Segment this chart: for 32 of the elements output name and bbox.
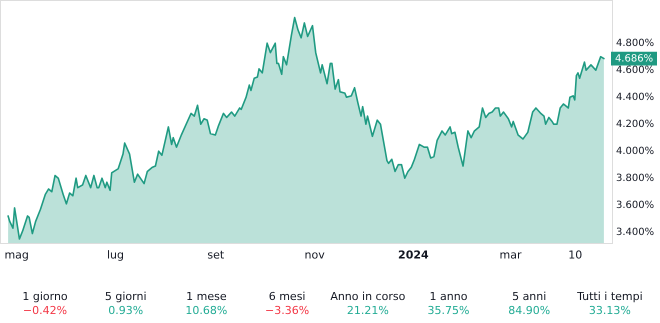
x-tick-label: 2024 [398, 248, 430, 262]
text: −0.42% [22, 304, 68, 317]
x-tick-label: mar [500, 248, 522, 262]
text: 84.90% [508, 304, 550, 317]
text: 5 anni [512, 290, 546, 303]
text: 1 mese [186, 290, 227, 303]
x-tick-label: set [207, 248, 225, 262]
text: 6 mesi [268, 290, 306, 303]
y-tick-label: 4.000% [616, 146, 654, 158]
text: 1 giorno [22, 290, 68, 303]
annotation: 4.686% [614, 54, 654, 65]
y-tick-label: 3.600% [616, 200, 654, 212]
x-tick-label: lug [106, 248, 124, 262]
text: Anno in corso [330, 290, 406, 303]
y-tick-label: 4.200% [616, 119, 654, 130]
text: 0.93% [108, 304, 144, 317]
y-tick-label: 4.400% [616, 92, 654, 104]
y-tick-label: 3.800% [616, 173, 654, 184]
y-tick-label: 3.400% [616, 227, 654, 238]
y-tick-label: 4.600% [616, 65, 654, 76]
text: 35.75% [428, 304, 470, 317]
text: 33.13% [588, 304, 631, 317]
text: 10.68% [185, 304, 228, 317]
text: 5 giorni [104, 290, 147, 303]
x-tick-label: 10 [568, 248, 582, 262]
text: 1 anno [430, 290, 468, 303]
x-tick-label: nov [304, 248, 326, 262]
text: −3.36% [265, 304, 310, 317]
x-tick-label: mag [4, 248, 29, 262]
text: 21.21% [346, 304, 389, 317]
y-tick-label: 4.800% [616, 38, 654, 50]
text: Tutti i tempi [576, 290, 643, 303]
